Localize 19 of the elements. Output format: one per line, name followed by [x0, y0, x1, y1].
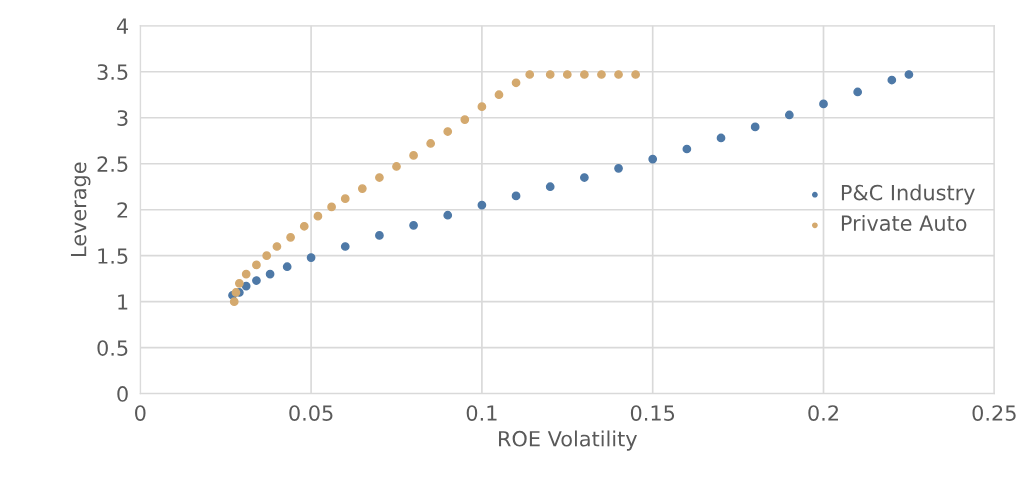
- x-tick-label: 0.1: [466, 405, 497, 421]
- legend-label: P&C Industry: [841, 184, 975, 205]
- x-tick-label: 0.2: [808, 405, 838, 421]
- x-tick-label: 0.25: [972, 405, 1016, 421]
- x-tick-label: 0.05: [289, 405, 333, 421]
- x-tick-label: 0: [135, 405, 146, 421]
- x-tick-label: 0.15: [630, 405, 675, 421]
- y-tick-label: 0.5: [97, 340, 128, 356]
- y-tick-label: 1.5: [98, 248, 128, 264]
- x-axis-title: ROE Volatility: [499, 430, 637, 451]
- y-tick-label: 0: [117, 386, 128, 402]
- y-tick-label: 2.5: [97, 156, 128, 172]
- legend-label: Private Auto: [841, 214, 967, 232]
- y-tick-label: 1: [118, 294, 128, 310]
- y-tick-label: 2: [117, 202, 128, 218]
- y-tick-label: 3: [117, 110, 128, 126]
- y-tick-label: 3.5: [97, 64, 128, 80]
- y-tick-label: 4: [116, 18, 129, 34]
- y-axis-title: Leverage: [70, 162, 91, 256]
